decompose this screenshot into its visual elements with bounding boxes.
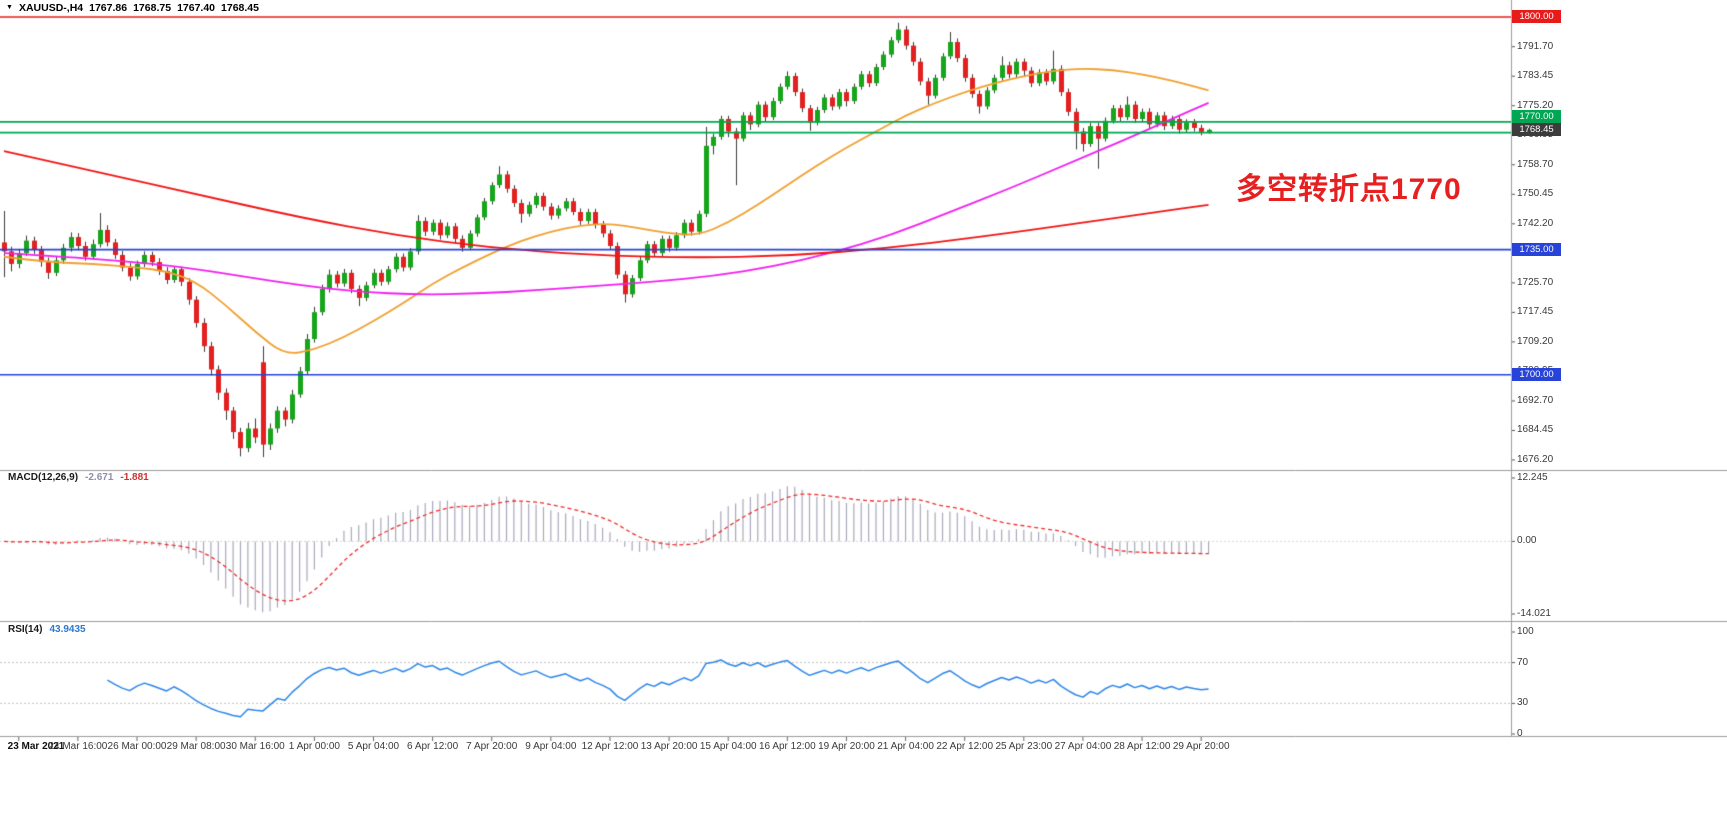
price-label-1800: 1800.00 bbox=[1512, 10, 1561, 24]
ohlc-close: 1768.45 bbox=[221, 2, 259, 14]
macd-main-value: -2.671 bbox=[85, 472, 114, 483]
ohlc-low: 1767.40 bbox=[177, 2, 216, 14]
macd-label: MACD(12,26,9) bbox=[8, 472, 79, 483]
rsi-value: 43.9435 bbox=[49, 624, 86, 635]
price-label-1770: 1770.00 bbox=[1512, 109, 1561, 123]
rsi-indicator-header: RSI(14) 43.9435 bbox=[8, 624, 86, 635]
macd-indicator-header: MACD(12,26,9) -2.671 -1.881 bbox=[8, 472, 149, 483]
price-label-1735: 1735.00 bbox=[1512, 243, 1561, 257]
symbol-title: XAUUSD-,H4 bbox=[18, 2, 84, 14]
chart-annotation-text[interactable]: 多空转折点1770 bbox=[1236, 173, 1462, 206]
macd-signal-value: -1.881 bbox=[120, 472, 149, 483]
ohlc-open: 1767.86 bbox=[89, 2, 128, 14]
price-label-1700: 1700.00 bbox=[1512, 368, 1561, 382]
rsi-label: RSI(14) bbox=[8, 624, 43, 635]
collapse-arrow-icon[interactable]: ▼ bbox=[6, 4, 13, 11]
current-price-label: 1768.45 bbox=[1512, 123, 1561, 137]
chart-header: ▼ XAUUSD-,H4 1767.86 1768.75 1767.40 176… bbox=[6, 2, 259, 14]
ohlc-high: 1768.75 bbox=[133, 2, 172, 14]
